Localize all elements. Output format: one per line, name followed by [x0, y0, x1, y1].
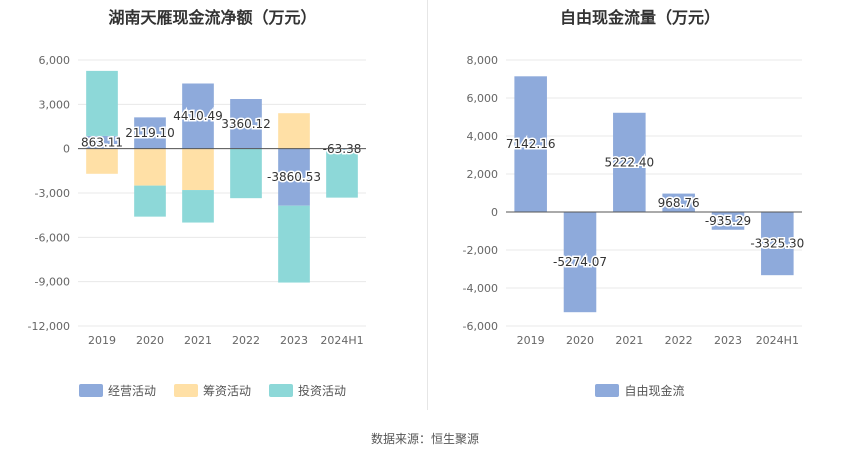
legend-item[interactable]: 筹资活动 [173, 382, 251, 399]
y-tick-label: -6,000 [463, 320, 498, 333]
right-legend: 自由现金流 [430, 382, 850, 399]
bar-2023 [278, 148, 310, 206]
bar-2022 [662, 193, 695, 212]
data-label: 968.76 [658, 196, 700, 210]
legend-label: 投资活动 [298, 384, 347, 398]
free-cash-flow-panel: 自由现金流量（万元） 8,000 6,000 4,000 2,000 0 -2,000 -4… [430, 0, 850, 410]
data-label: 863.11 [81, 135, 123, 149]
data-label: -5274.07 [553, 255, 607, 269]
y-tick-label: 8,000 [467, 54, 499, 67]
y-tick-label: 6,000 [39, 54, 71, 67]
bar-2021 [182, 190, 214, 223]
left-legend: 经营活动 筹资活动 投资活动 [0, 382, 425, 399]
x-tick-label: 2024H1 [320, 334, 363, 347]
data-label: 3360.12 [221, 117, 271, 131]
legend-label: 经营活动 [107, 384, 156, 398]
legend-item[interactable]: 投资活动 [269, 382, 346, 399]
data-label: -935.29 [705, 214, 751, 228]
free-cash-flow-chart: 8,000 6,000 4,000 2,000 0 -2,000 -4,000 -6,000 2… [463, 54, 806, 347]
bar-2021 [613, 112, 646, 212]
bar-2020 [134, 117, 166, 149]
y-tick-label: 3,000 [39, 98, 71, 111]
legend-swatch [595, 384, 620, 397]
legend-item[interactable]: 经营活动 [78, 382, 156, 399]
legend-label: 自由现金流 [624, 384, 685, 398]
data-label: -3860.53 [267, 170, 321, 184]
bar-2019 [86, 70, 118, 136]
x-tick-label: 2022 [665, 334, 693, 347]
y-tick-label: -4,000 [463, 282, 498, 295]
legend-swatch [269, 384, 293, 397]
bar-2019 [86, 148, 118, 174]
bar-2024H1 [761, 212, 794, 276]
data-label: 4410.49 [173, 109, 223, 123]
bar-2022 [230, 99, 262, 149]
x-tick-label: 2021 [184, 334, 212, 347]
x-tick-label: 2020 [566, 334, 594, 347]
x-tick-label: 2023 [714, 334, 742, 347]
x-tick-label: 2020 [136, 334, 164, 347]
bar-2020 [134, 185, 166, 217]
right-chart-title: 自由现金流量（万元） [559, 8, 720, 27]
left-chart-title: 湖南天雁现金流净额（万元） [108, 8, 317, 27]
panel-divider [427, 0, 428, 410]
data-label: 2119.10 [125, 126, 175, 140]
y-tick-label: 4,000 [467, 130, 499, 143]
bar-2023 [278, 205, 310, 283]
legend-swatch [173, 384, 198, 397]
y-tick-label: 6,000 [467, 92, 499, 105]
x-tick-label: 2022 [232, 334, 260, 347]
data-label: 7142.16 [506, 137, 556, 151]
data-source-footer: 数据来源：恒生聚源 [370, 432, 479, 446]
y-tick-label: -2,000 [463, 244, 498, 257]
cash-flow-net-panel: 湖南天雁现金流净额（万元） 6,000 3,000 0 -3,000 -6,000 -9,… [0, 0, 425, 410]
y-tick-label: 0 [491, 206, 498, 219]
y-tick-label: -12,000 [28, 320, 70, 333]
bar-2020 [134, 148, 166, 186]
bar-2019 [86, 135, 118, 149]
bar-2023 [278, 113, 310, 149]
bar-2021 [182, 83, 214, 149]
bar-2024H1 [326, 149, 358, 198]
legend-label: 筹资活动 [202, 384, 251, 398]
y-tick-label: -9,000 [35, 276, 70, 289]
x-tick-label: 2023 [280, 334, 308, 347]
bar-2020 [563, 212, 597, 313]
x-tick-label: 2021 [615, 334, 643, 347]
x-tick-label: 2024H1 [756, 334, 799, 347]
bar-2019 [514, 76, 547, 213]
y-tick-label: 2,000 [467, 168, 499, 181]
legend-swatch [78, 384, 103, 397]
bar-2021 [182, 148, 214, 191]
y-tick-label: -6,000 [35, 231, 70, 244]
legend-item[interactable]: 自由现金流 [595, 382, 685, 399]
x-tick-label: 2019 [517, 334, 545, 347]
data-label: 5222.40 [605, 155, 655, 169]
y-tick-label: -3,000 [35, 187, 70, 200]
bar-2022 [230, 148, 262, 199]
x-tick-label: 2019 [88, 334, 116, 347]
y-tick-label: 0 [63, 143, 70, 156]
data-label: -3325.30 [750, 237, 804, 251]
cash-flow-net-chart: 6,000 3,000 0 -3,000 -6,000 -9,000 -12,000 2019… [28, 54, 366, 347]
bar-2023 [711, 212, 745, 230]
